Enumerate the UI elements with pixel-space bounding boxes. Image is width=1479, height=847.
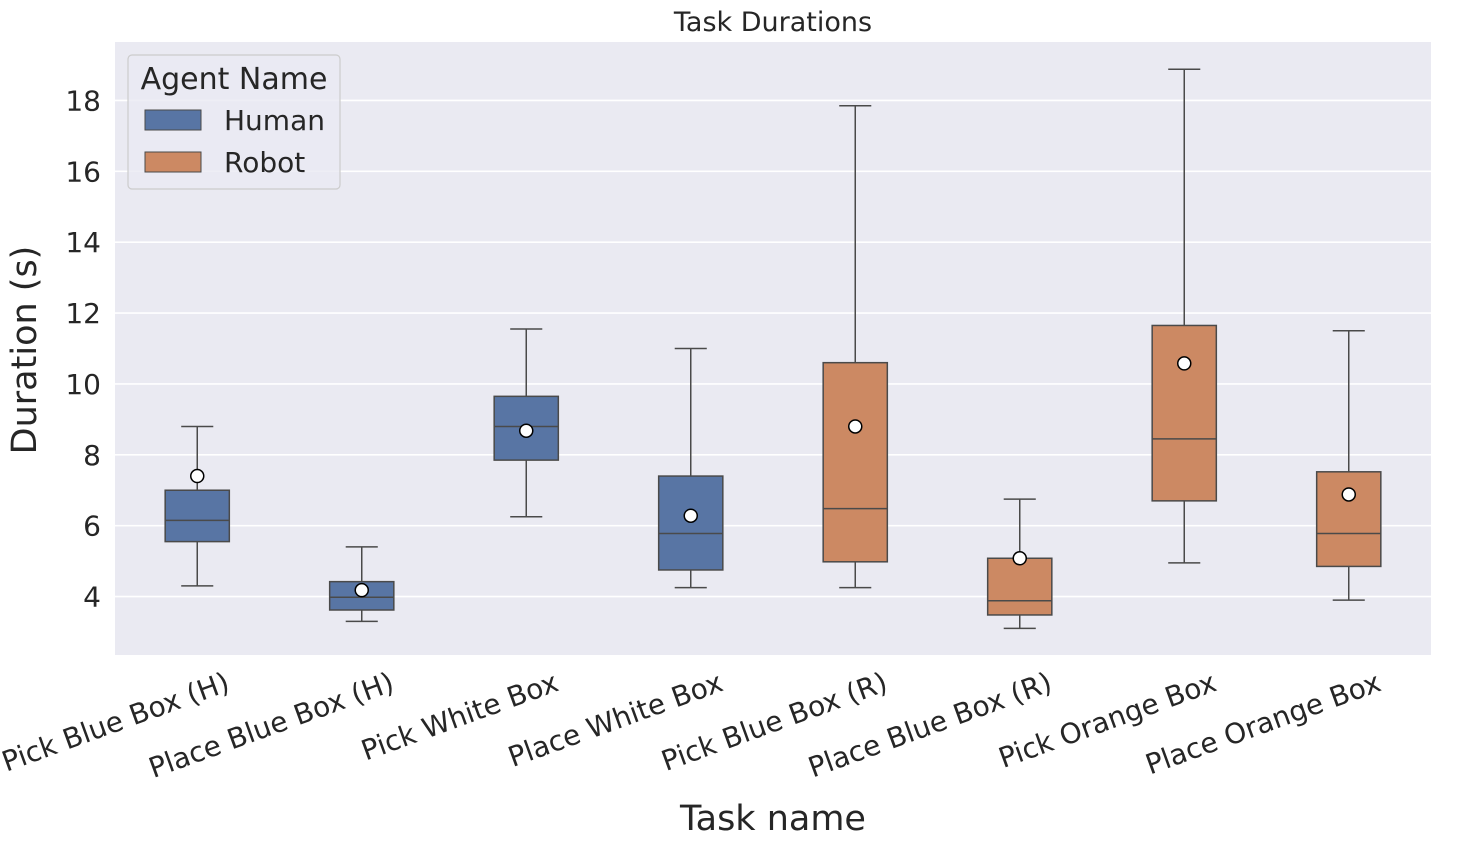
y-tick-labels: 4 6 8 10 12 14 16 18 bbox=[65, 84, 101, 613]
y-tick-label: 14 bbox=[65, 226, 101, 259]
mean-marker bbox=[519, 423, 534, 438]
box-7 bbox=[1315, 330, 1382, 601]
box-0 bbox=[164, 425, 231, 587]
box-2 bbox=[493, 328, 560, 518]
mean-marker bbox=[683, 508, 698, 523]
legend-title: Agent Name bbox=[141, 62, 328, 97]
y-tick-label: 18 bbox=[65, 84, 101, 117]
y-tick-label: 10 bbox=[65, 368, 101, 401]
y-tick-label: 12 bbox=[65, 297, 101, 330]
y-tick-label: 4 bbox=[83, 581, 101, 614]
y-tick-label: 8 bbox=[83, 439, 101, 472]
legend-swatch-robot bbox=[144, 151, 202, 173]
boxes-layer bbox=[164, 68, 1382, 630]
mean-marker bbox=[848, 419, 863, 434]
y-tick-label: 16 bbox=[65, 155, 101, 188]
iqr-box bbox=[986, 557, 1053, 616]
chart-title: Task Durations bbox=[673, 7, 872, 38]
iqr-box bbox=[1151, 324, 1218, 502]
box-1 bbox=[328, 546, 395, 623]
box-5 bbox=[986, 498, 1053, 630]
y-tick-label: 6 bbox=[83, 510, 101, 543]
x-tick-labels: Pick Blue Box (H)Place Blue Box (H)Pick … bbox=[0, 666, 1385, 785]
y-axis-label: Duration (s) bbox=[5, 246, 45, 455]
iqr-box bbox=[1315, 471, 1382, 568]
legend-swatch-human bbox=[144, 109, 202, 131]
x-axis-label: Task name bbox=[679, 799, 866, 839]
legend-label-human: Human bbox=[224, 104, 325, 137]
box-4 bbox=[822, 105, 889, 589]
legend-label-robot: Robot bbox=[224, 146, 305, 179]
box-6 bbox=[1151, 68, 1218, 564]
legend: Agent Name Human Robot bbox=[127, 54, 341, 190]
iqr-box bbox=[657, 475, 724, 571]
mean-marker bbox=[190, 468, 205, 484]
box-3 bbox=[657, 347, 724, 589]
mean-marker bbox=[1341, 487, 1356, 502]
mean-marker bbox=[1177, 356, 1192, 371]
mean-marker bbox=[354, 582, 369, 598]
iqr-box bbox=[822, 361, 889, 563]
iqr-box bbox=[164, 489, 231, 543]
mean-marker bbox=[1012, 551, 1027, 566]
